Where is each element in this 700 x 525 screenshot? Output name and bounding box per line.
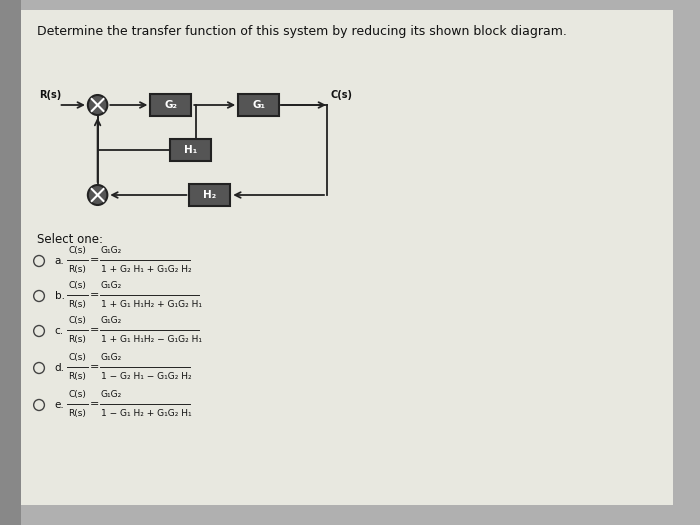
- Text: d.: d.: [55, 363, 64, 373]
- Text: G₂: G₂: [164, 100, 177, 110]
- Text: =: =: [90, 362, 99, 372]
- Text: Select one:: Select one:: [37, 233, 103, 246]
- Text: c.: c.: [55, 326, 64, 336]
- Bar: [150, 94, 191, 116]
- Text: a.: a.: [55, 256, 64, 266]
- Text: =: =: [90, 290, 99, 300]
- Text: G₁G₂: G₁G₂: [101, 281, 122, 290]
- Text: C(s): C(s): [69, 246, 86, 255]
- Text: H₁: H₁: [183, 145, 197, 155]
- Bar: [0, 0, 22, 525]
- Text: =: =: [90, 325, 99, 335]
- Text: R(s): R(s): [39, 90, 62, 100]
- Text: Determine the transfer function of this system by reducing its shown block diagr: Determine the transfer function of this …: [37, 25, 567, 38]
- Text: 1 − G₂ H₁ − G₁G₂ H₂: 1 − G₂ H₁ − G₁G₂ H₂: [101, 372, 191, 381]
- Text: C(s): C(s): [69, 281, 86, 290]
- Text: C(s): C(s): [69, 390, 86, 399]
- Text: =: =: [90, 255, 99, 265]
- Text: 1 + G₂ H₁ + G₁G₂ H₂: 1 + G₂ H₁ + G₁G₂ H₂: [101, 265, 191, 274]
- Text: e.: e.: [55, 400, 64, 410]
- Text: R(s): R(s): [69, 409, 86, 418]
- Text: C(s): C(s): [69, 353, 86, 362]
- Text: 1 + G₁ H₁H₂ + G₁G₂ H₁: 1 + G₁ H₁H₂ + G₁G₂ H₁: [101, 300, 202, 309]
- Text: C(s): C(s): [331, 90, 353, 100]
- Text: G₁: G₁: [252, 100, 265, 110]
- Text: R(s): R(s): [69, 265, 86, 274]
- Text: 1 + G₁ H₁H₂ − G₁G₂ H₁: 1 + G₁ H₁H₂ − G₁G₂ H₁: [101, 335, 202, 344]
- Bar: [170, 139, 211, 161]
- Text: C(s): C(s): [69, 316, 86, 325]
- Text: G₁G₂: G₁G₂: [101, 246, 122, 255]
- Text: G₁G₂: G₁G₂: [101, 353, 122, 362]
- Circle shape: [88, 185, 107, 205]
- Bar: [189, 184, 230, 206]
- Text: b.: b.: [55, 291, 64, 301]
- Circle shape: [88, 95, 107, 115]
- Bar: [238, 94, 279, 116]
- Text: R(s): R(s): [69, 335, 86, 344]
- Text: R(s): R(s): [69, 372, 86, 381]
- Text: =: =: [90, 399, 99, 409]
- Text: G₁G₂: G₁G₂: [101, 390, 122, 399]
- Text: 1 − G₁ H₂ + G₁G₂ H₁: 1 − G₁ H₂ + G₁G₂ H₁: [101, 409, 191, 418]
- Text: G₁G₂: G₁G₂: [101, 316, 122, 325]
- Text: R(s): R(s): [69, 300, 86, 309]
- Text: H₂: H₂: [203, 190, 216, 200]
